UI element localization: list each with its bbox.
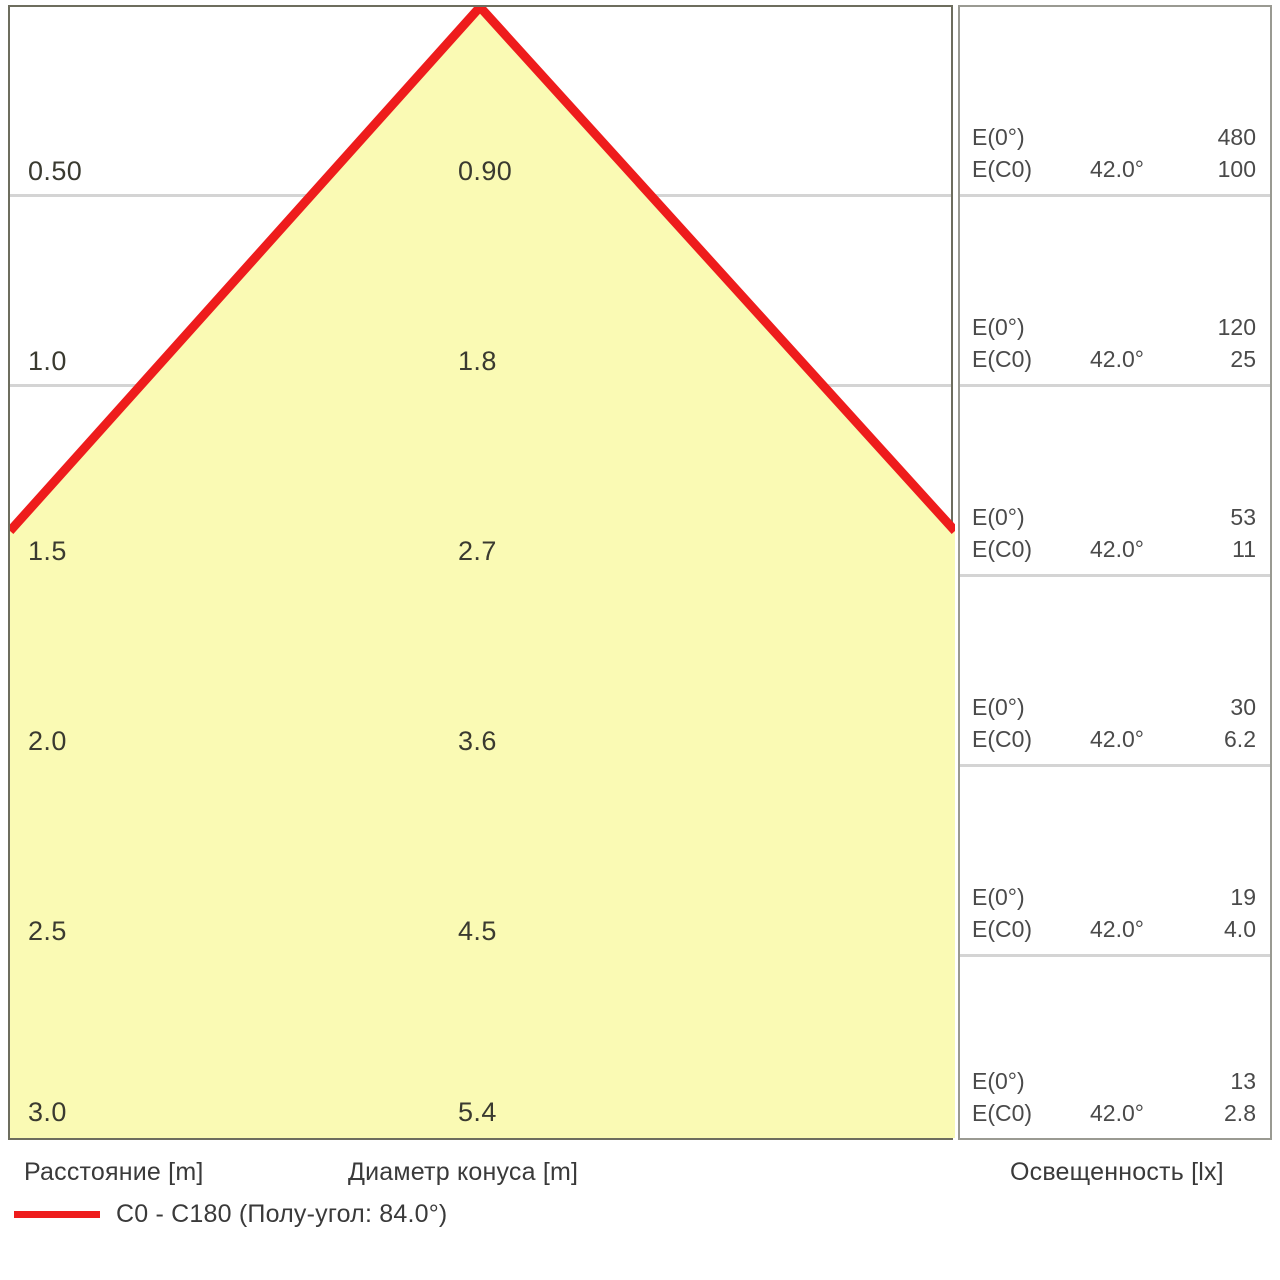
illuminance-ec0-line: E(C0) 42.0° 4.0 bbox=[960, 916, 1270, 946]
illuminance-ec0-value: 11 bbox=[1232, 536, 1256, 562]
illuminance-row: E(0°) 480 E(C0) 42.0° 100 bbox=[960, 7, 1270, 197]
illuminance-e0-label: E(0°) bbox=[972, 884, 1025, 910]
illuminance-e0-line: E(0°) 120 bbox=[960, 314, 1270, 344]
illuminance-ec0-value: 25 bbox=[1230, 346, 1256, 372]
illuminance-ec0-value: 100 bbox=[1217, 156, 1256, 182]
chart-row bbox=[10, 7, 951, 197]
illuminance-e0-value: 19 bbox=[1230, 884, 1256, 910]
illuminance-e0-value: 13 bbox=[1230, 1068, 1256, 1094]
cone-chart-panel: 0.50 0.90 1.0 1.8 1.5 2.7 2.0 3.6 2.5 4.… bbox=[8, 5, 955, 1140]
illuminance-e0-value: 53 bbox=[1230, 504, 1256, 530]
illuminance-ec0-value: 4.0 bbox=[1224, 916, 1256, 942]
illuminance-row: E(0°) 13 E(C0) 42.0° 2.8 bbox=[960, 957, 1270, 1138]
illuminance-e0-value: 120 bbox=[1217, 314, 1256, 340]
legend-label: C0 - C180 (Полу-угол: 84.0°) bbox=[116, 1200, 448, 1228]
illuminance-panel: E(0°) 480 E(C0) 42.0° 100 E(0°) 120 E(C0… bbox=[958, 5, 1272, 1140]
illuminance-ec0-angle: 42.0° bbox=[1090, 916, 1144, 942]
illuminance-row: E(0°) 19 E(C0) 42.0° 4.0 bbox=[960, 767, 1270, 957]
illuminance-e0-line: E(0°) 480 bbox=[960, 124, 1270, 154]
illuminance-ec0-label: E(C0) bbox=[972, 346, 1033, 372]
illuminance-e0-label: E(0°) bbox=[972, 314, 1025, 340]
legend-line-swatch-icon bbox=[14, 1211, 100, 1218]
illuminance-e0-line: E(0°) 53 bbox=[960, 504, 1270, 534]
illuminance-ec0-label: E(C0) bbox=[972, 726, 1033, 752]
illuminance-ec0-angle: 42.0° bbox=[1090, 726, 1144, 752]
illuminance-ec0-angle: 42.0° bbox=[1090, 1100, 1144, 1126]
illuminance-ec0-angle: 42.0° bbox=[1090, 156, 1144, 182]
axis-label-distance: Расстояние [m] bbox=[24, 1158, 204, 1186]
illuminance-ec0-value: 2.8 bbox=[1224, 1100, 1256, 1126]
illuminance-e0-label: E(0°) bbox=[972, 504, 1025, 530]
chart-row bbox=[10, 387, 951, 577]
illuminance-e0-value: 480 bbox=[1217, 124, 1256, 150]
illuminance-ec0-angle: 42.0° bbox=[1090, 536, 1144, 562]
illuminance-ec0-line: E(C0) 42.0° 11 bbox=[960, 536, 1270, 566]
illuminance-e0-line: E(0°) 19 bbox=[960, 884, 1270, 914]
chart-row bbox=[10, 197, 951, 387]
illuminance-ec0-label: E(C0) bbox=[972, 1100, 1033, 1126]
illuminance-e0-label: E(0°) bbox=[972, 694, 1025, 720]
illuminance-row: E(0°) 120 E(C0) 42.0° 25 bbox=[960, 197, 1270, 387]
illuminance-e0-label: E(0°) bbox=[972, 124, 1025, 150]
illuminance-ec0-value: 6.2 bbox=[1224, 726, 1256, 752]
legend: C0 - C180 (Полу-угол: 84.0°) bbox=[14, 1200, 447, 1229]
chart-row bbox=[10, 577, 951, 767]
illuminance-ec0-line: E(C0) 42.0° 2.8 bbox=[960, 1100, 1270, 1130]
illuminance-ec0-label: E(C0) bbox=[972, 536, 1033, 562]
illuminance-ec0-line: E(C0) 42.0° 25 bbox=[960, 346, 1270, 376]
illuminance-ec0-line: E(C0) 42.0° 6.2 bbox=[960, 726, 1270, 756]
illuminance-ec0-line: E(C0) 42.0° 100 bbox=[960, 156, 1270, 186]
illuminance-ec0-label: E(C0) bbox=[972, 916, 1033, 942]
illuminance-ec0-angle: 42.0° bbox=[1090, 346, 1144, 372]
illuminance-e0-line: E(0°) 30 bbox=[960, 694, 1270, 724]
chart-row bbox=[10, 767, 951, 957]
illuminance-row: E(0°) 30 E(C0) 42.0° 6.2 bbox=[960, 577, 1270, 767]
illuminance-e0-label: E(0°) bbox=[972, 1068, 1025, 1094]
axis-label-illuminance: Освещенность [lx] bbox=[1010, 1158, 1224, 1186]
illuminance-e0-line: E(0°) 13 bbox=[960, 1068, 1270, 1098]
illuminance-e0-value: 30 bbox=[1230, 694, 1256, 720]
illuminance-ec0-label: E(C0) bbox=[972, 156, 1033, 182]
axis-label-cone-diameter: Диаметр конуса [m] bbox=[348, 1158, 579, 1186]
chart-row bbox=[10, 957, 951, 1138]
illuminance-row: E(0°) 53 E(C0) 42.0° 11 bbox=[960, 387, 1270, 577]
